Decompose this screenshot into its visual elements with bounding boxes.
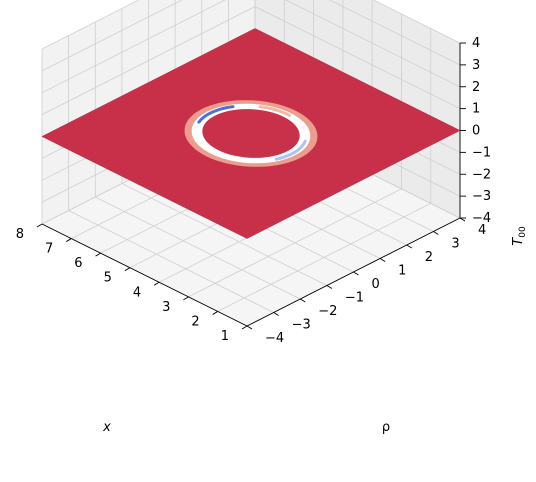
grid-line-z xyxy=(41,0,461,50)
rho-tick-label: 2 xyxy=(425,250,433,265)
x-tick-label: 7 xyxy=(45,242,53,257)
z-tick-label: 4 xyxy=(472,36,480,51)
x-tick xyxy=(153,281,160,286)
rho-tick xyxy=(433,231,439,235)
x-tick xyxy=(241,325,248,330)
rho-tick xyxy=(353,271,359,276)
surface-mesh-line xyxy=(199,106,413,215)
surface-mesh-line xyxy=(233,123,447,232)
surface-mesh-line xyxy=(65,40,279,149)
x-axis-ticks: 1 2 3 4 5 6 7 8 xyxy=(16,223,248,344)
surface-mesh-line xyxy=(86,50,300,159)
surface-ring-feature xyxy=(184,100,318,167)
grid-line-z xyxy=(41,6,461,115)
z-axis-label-sub: 00 xyxy=(518,226,528,238)
x-tick xyxy=(66,238,72,242)
x-tick xyxy=(183,296,189,301)
x-tick-label: 6 xyxy=(74,256,82,271)
rho-tick-label: 1 xyxy=(398,264,406,279)
surface-mesh-line xyxy=(236,125,450,234)
rho-tick xyxy=(459,217,466,222)
surface-mesh-line xyxy=(205,109,420,219)
surface-mesh-line xyxy=(212,113,426,222)
x-axis-line xyxy=(41,223,248,327)
rho-axis-ticks: −4 −3 −2 −1 0 1 2 3 4 xyxy=(246,217,486,346)
rho-tick xyxy=(300,298,306,303)
surface-mesh-line xyxy=(52,33,266,142)
surface-mesh-line xyxy=(223,118,437,227)
rho-tick-label: −4 xyxy=(265,331,284,346)
x-axis-label: x xyxy=(102,420,111,435)
ring-interior xyxy=(202,109,300,158)
x-tick-label: 4 xyxy=(133,285,141,300)
rho-axis-label: ρ xyxy=(382,420,390,435)
x-tick-label: 8 xyxy=(16,227,24,242)
z-tick-label: −2 xyxy=(472,167,491,182)
grid-line-z xyxy=(41,0,461,72)
surface-mesh-line xyxy=(45,30,259,139)
x-tick-label: 2 xyxy=(191,314,199,329)
rho-tick-label: 4 xyxy=(478,223,486,238)
surface-mesh-line xyxy=(195,104,409,214)
rho-tick xyxy=(406,244,412,249)
surface-mesh-line xyxy=(55,35,269,144)
surface-mesh-line xyxy=(82,48,297,158)
x-tick-label: 1 xyxy=(221,329,229,344)
ring-ridge xyxy=(274,139,307,161)
z-tick-label: −4 xyxy=(472,211,491,226)
rho-tick xyxy=(379,258,386,262)
grid-line-z xyxy=(41,0,461,94)
surface-mesh-line xyxy=(62,38,276,147)
z-tick-label: 2 xyxy=(472,80,480,95)
z-axis-label: T00 xyxy=(511,226,528,246)
surface-mesh-line xyxy=(72,43,286,152)
surface-mesh-line xyxy=(219,116,433,226)
x-tick-label: 5 xyxy=(104,271,112,286)
z-tick-label: 3 xyxy=(472,58,480,73)
surface-mesh-line xyxy=(69,41,283,151)
surface-mesh-line xyxy=(93,53,307,163)
rho-tick xyxy=(326,285,333,289)
ring-ridge xyxy=(197,105,235,124)
surface-mesh-line xyxy=(209,111,423,220)
surface-mesh-line xyxy=(89,52,303,161)
z-axis-ticks: −4 −3 −2 −1 0 1 2 3 4 xyxy=(460,36,491,226)
x-tick xyxy=(95,252,101,257)
x-tick xyxy=(124,267,131,272)
surface-mesh-line xyxy=(79,47,293,156)
z-axis-label-base: T xyxy=(511,237,526,246)
rho-tick-label: −2 xyxy=(318,304,337,319)
surface-mesh-line xyxy=(202,108,416,217)
surface-mesh-line xyxy=(59,36,273,146)
surface-mesh-line xyxy=(243,128,457,237)
surface-mesh-line xyxy=(48,31,262,141)
x-tick xyxy=(212,311,218,315)
z-tick-label: 0 xyxy=(472,124,480,139)
ring-ridge xyxy=(258,105,291,117)
x-tick-label: 3 xyxy=(162,300,170,315)
x-tick xyxy=(36,223,43,228)
surface-mesh-line xyxy=(226,120,440,229)
surface-mesh-line xyxy=(229,121,443,231)
rho-tick-label: −3 xyxy=(292,318,311,333)
rho-tick-label: 3 xyxy=(451,237,459,252)
rho-tick-label: −1 xyxy=(345,291,364,306)
surface-mesh-line xyxy=(216,115,430,224)
surface-mesh-line xyxy=(240,126,454,236)
z-tick-label: −3 xyxy=(472,189,491,204)
rho-tick-label: 0 xyxy=(372,277,380,292)
z-tick-label: 1 xyxy=(472,102,480,117)
rho-tick xyxy=(273,312,279,316)
rho-tick xyxy=(246,325,253,330)
z-tick-label: −1 xyxy=(472,145,491,160)
surface-mesh-line xyxy=(76,45,290,154)
